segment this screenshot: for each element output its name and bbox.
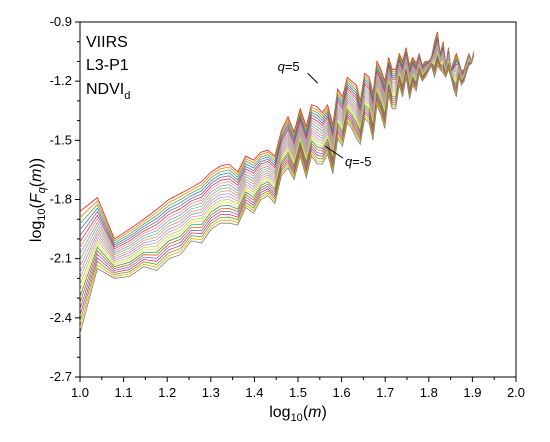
series-line-20 [79,55,475,328]
annotation-qm5: q=-5 [324,145,371,169]
y-tick-label: -1.2 [50,73,72,88]
annotation-q5-arrow [307,72,318,84]
annotation-q5: q=5 [278,59,318,84]
y-tick-label: -1.5 [50,132,72,147]
series-line-17 [79,54,475,310]
x-axis-label-sub: 10 [291,412,303,424]
y-tick-label: -2.7 [50,369,72,384]
x-axis-ticks: 1.0 1.1 1.2 1.3 1.4 1.5 1.6 1.7 1.8 1.9 2.0 [71,377,525,400]
plot-area [79,21,517,378]
x-tick-label: 1.4 [245,385,263,400]
inset-line-1: VIIRS [86,34,128,51]
x-axis-label-prefix: log [269,404,290,421]
series-line-18 [79,54,475,316]
x-axis-label: log10(m) [269,404,327,424]
x-tick-label: 1.6 [333,385,351,400]
inset-ndvi: NDVI [86,81,124,98]
y-axis-ticks: -2.7 -2.4 -2.1 -1.8 -1.5 -1.2 -0.9 [50,14,80,384]
x-tick-label: 1.2 [158,385,176,400]
inset-label: VIIRS L3-P1 NDVId [86,34,130,102]
annotation-q5-value: =5 [285,59,300,74]
y-tick-label: -0.9 [50,14,72,29]
x-axis-label-var: m [308,404,321,421]
x-tick-label: 1.8 [420,385,438,400]
annotation-qm5-arrow [324,145,344,159]
series-line-19 [79,54,475,322]
y-tick-label: -2.4 [50,310,72,325]
annotation-qm5-label: q=-5 [345,154,371,169]
x-tick-label: 1.7 [376,385,394,400]
y-tick-label: -2.1 [50,251,72,266]
x-tick-label: 2.0 [507,385,525,400]
series-group [79,31,475,334]
inset-subscript: d [124,90,130,102]
y-axis-label-prefix: log [28,221,45,242]
series-line-21 [79,55,475,334]
x-tick-label: 1.0 [71,385,89,400]
annotation-q5-label: q=5 [278,59,300,74]
annotation-qm5-q: q [345,154,353,169]
y-axis-label-sub: 10 [36,208,48,220]
y-axis-label-F: F [28,192,45,203]
y-axis-label-q: q [36,186,48,193]
x-tick-label: 1.1 [115,385,133,400]
y-axis-label-m: m [28,169,45,182]
annotation-q5-q: q [278,59,286,74]
inset-line-2: L3-P1 [86,57,129,74]
x-tick-label: 1.5 [289,385,307,400]
y-axis-label: log10(Fq(m)) [28,158,48,242]
inset-line-3: NDVId [86,81,130,102]
annotation-qm5-value: =-5 [352,154,371,169]
x-tick-label: 1.3 [202,385,220,400]
y-tick-label: -1.8 [50,192,72,207]
x-tick-label: 1.9 [463,385,481,400]
